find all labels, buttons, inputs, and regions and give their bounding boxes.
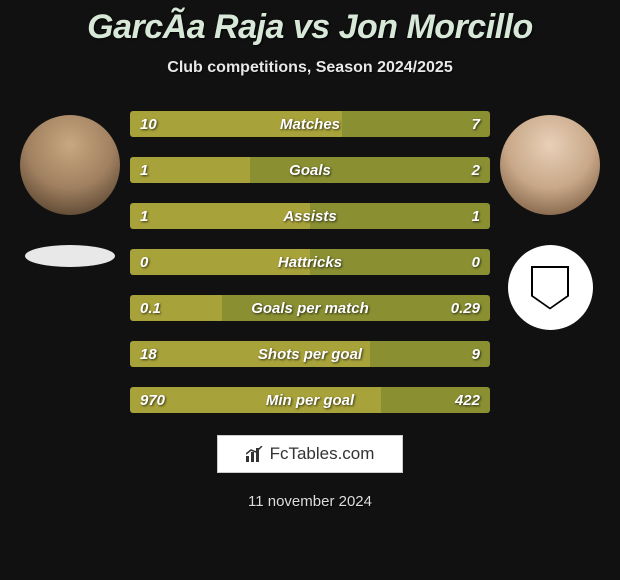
stat-label: Shots per goal	[130, 341, 490, 367]
player1-side	[10, 107, 130, 413]
footer: FcTables.com 11 november 2024	[0, 435, 620, 510]
stat-label: Goals	[130, 157, 490, 183]
brand-badge: FcTables.com	[217, 435, 404, 473]
comparison-content: 107Matches 12Goals 11Assists 00Hattricks 0.1…	[0, 107, 620, 413]
player2-club-badge	[508, 245, 593, 330]
stat-row: 00Hattricks	[130, 249, 490, 275]
stat-label: Hattricks	[130, 249, 490, 275]
subtitle: Club competitions, Season 2024/2025	[0, 59, 620, 77]
stat-label: Goals per match	[130, 295, 490, 321]
stat-row: 0.10.29Goals per match	[130, 295, 490, 321]
stat-label: Matches	[130, 111, 490, 137]
player2-side	[490, 107, 610, 413]
stat-row: 189Shots per goal	[130, 341, 490, 367]
stat-row: 107Matches	[130, 111, 490, 137]
player2-avatar	[500, 115, 600, 215]
stat-row: 11Assists	[130, 203, 490, 229]
stat-label: Min per goal	[130, 387, 490, 413]
stat-bars: 107Matches 12Goals 11Assists 00Hattricks 0.1…	[130, 107, 490, 413]
stat-row: 12Goals	[130, 157, 490, 183]
stat-row: 970422Min per goal	[130, 387, 490, 413]
page-title: GarcÃ­a Raja vs Jon Morcillo	[0, 0, 620, 47]
chart-icon	[246, 446, 264, 462]
brand-text: FcTables.com	[270, 444, 375, 464]
date-text: 11 november 2024	[248, 493, 372, 510]
stat-label: Assists	[130, 203, 490, 229]
player1-avatar	[20, 115, 120, 215]
player1-club-badge	[25, 245, 115, 267]
